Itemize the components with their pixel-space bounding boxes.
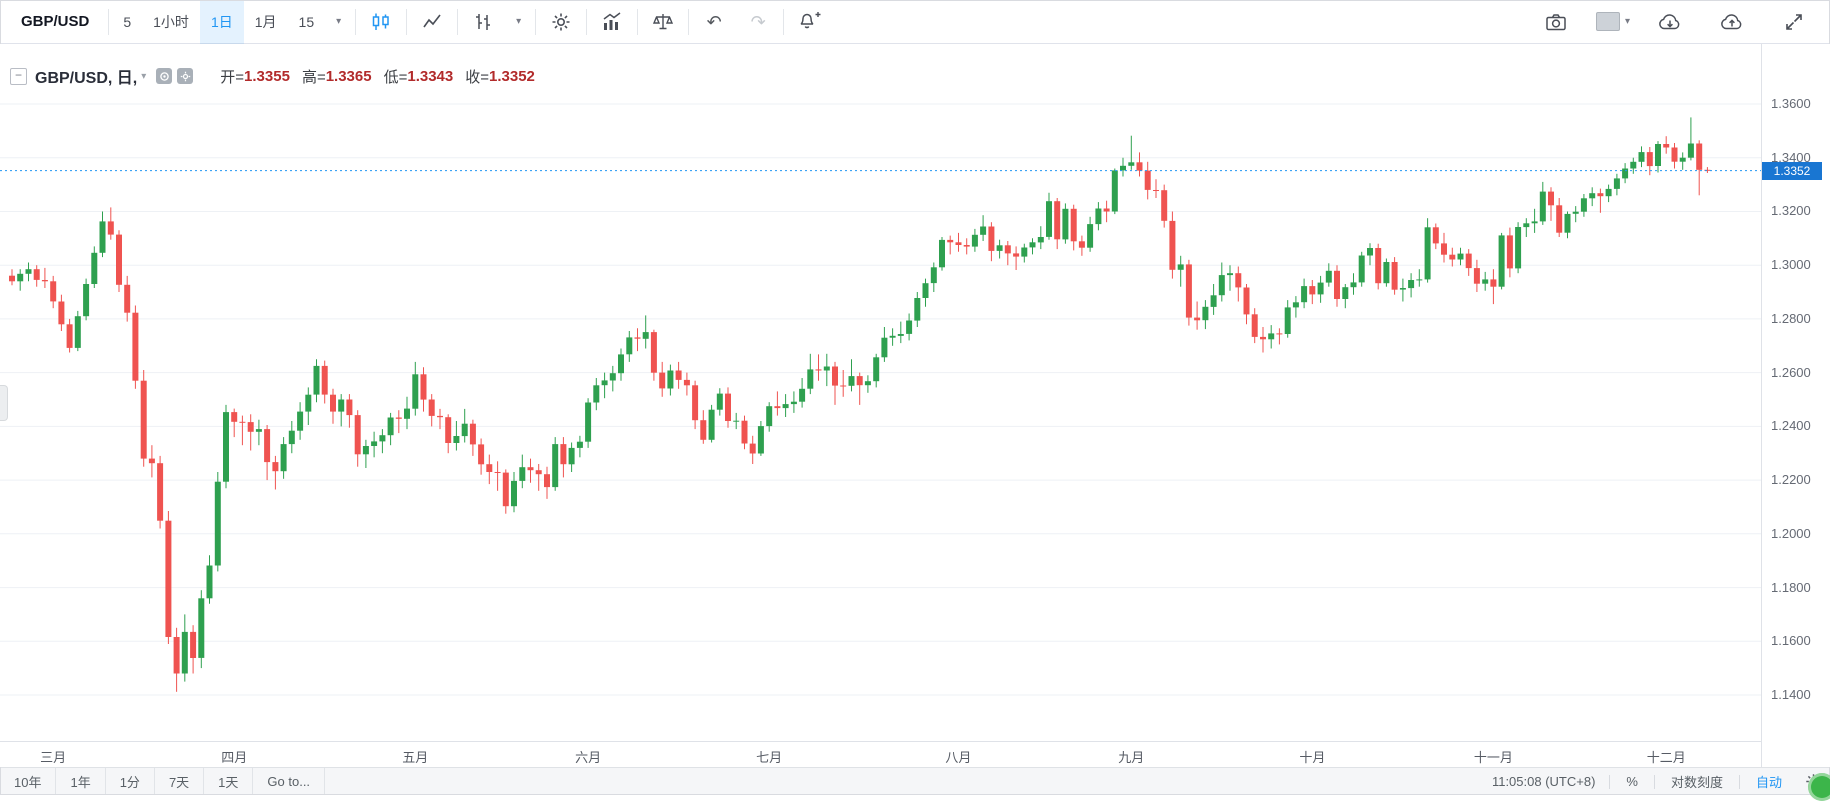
symbol-button[interactable]: GBP/USD bbox=[10, 0, 105, 44]
cloud-load-icon[interactable] bbox=[1648, 0, 1692, 44]
range-1y-button[interactable]: 1年 bbox=[56, 768, 106, 795]
ohlc-close-label: 收= bbox=[465, 68, 490, 86]
layout-caret-icon: ▾ bbox=[1624, 16, 1630, 27]
separator bbox=[535, 8, 537, 35]
separator bbox=[637, 8, 639, 35]
legend-caret-icon[interactable]: ▾ bbox=[141, 70, 147, 82]
separator bbox=[355, 8, 357, 35]
legend-settings-icon[interactable] bbox=[177, 68, 194, 84]
price-axis-label: 1.3400 bbox=[1771, 149, 1811, 165]
separator bbox=[108, 8, 110, 35]
bottom-toolbar: 10年 1年 1分 7天 1天 Go to... 11:05:08 (UTC+8… bbox=[0, 767, 1830, 795]
range-1min-button[interactable]: 1分 bbox=[106, 768, 155, 795]
symbol-label: GBP/USD bbox=[21, 13, 90, 30]
chart-style-caret-icon[interactable]: ▾ bbox=[516, 16, 522, 27]
last-price-tag: 1.3352 bbox=[1762, 161, 1822, 180]
time-axis-label: 三月 bbox=[40, 750, 67, 765]
undo-arrow-glyph: ↶ bbox=[706, 11, 722, 32]
time-axis-label: 十一月 bbox=[1473, 750, 1513, 765]
cloud-save-icon[interactable] bbox=[1710, 0, 1754, 44]
price-axis-label: 1.2000 bbox=[1771, 525, 1811, 541]
toolbar-right-group: ▾ bbox=[1516, 0, 1830, 44]
separator bbox=[406, 8, 408, 35]
separator bbox=[457, 8, 459, 35]
ohlc-high-value: 1.3365 bbox=[325, 67, 372, 85]
price-axis-label: 1.2400 bbox=[1771, 418, 1811, 434]
separator bbox=[586, 8, 588, 35]
log-scale-button[interactable]: 对数刻度 bbox=[1670, 775, 1723, 790]
time-axis-label: 五月 bbox=[402, 750, 429, 765]
interval-15-button[interactable]: 15 bbox=[298, 13, 315, 30]
time-axis-label: 四月 bbox=[221, 750, 248, 765]
drawing-toolbar-toggle[interactable] bbox=[0, 385, 8, 421]
interval-dropdown-caret-icon[interactable]: ▾ bbox=[336, 16, 342, 27]
alert-bell-icon[interactable] bbox=[787, 0, 831, 44]
price-axis-label: 1.3600 bbox=[1771, 96, 1811, 111]
time-axis-label: 七月 bbox=[756, 750, 783, 765]
legend-ohlc: 开= 1.3355 高= 1.3365 低= 1.3343 收= 1.3352 bbox=[208, 66, 535, 87]
interval-1month-button[interactable]: 1月 bbox=[254, 13, 277, 30]
grid-lines bbox=[0, 103, 1761, 696]
time-axis-label: 十二月 bbox=[1646, 750, 1686, 765]
ohlc-high-label: 高= bbox=[301, 68, 326, 86]
ohlc-low-label: 低= bbox=[383, 68, 408, 86]
interval-1d-button[interactable]: 1日 bbox=[199, 0, 244, 44]
legend-eye-icon[interactable] bbox=[156, 68, 173, 84]
chart-style-candles-icon[interactable] bbox=[359, 0, 403, 44]
ohlc-low-value: 1.3343 bbox=[407, 67, 454, 85]
redo-arrow-glyph: ↷ bbox=[750, 11, 766, 32]
legend-collapse-icon[interactable]: − bbox=[10, 67, 27, 85]
ohlc-open-label: 开= bbox=[220, 68, 245, 86]
candlestick-series bbox=[9, 117, 1711, 692]
chart-style-line-icon[interactable] bbox=[410, 0, 454, 44]
indicators-icon[interactable] bbox=[590, 0, 634, 44]
time-axis[interactable]: 三月 四月 五月 六月 七月 八月 九月 十月 十一月 十二月 bbox=[0, 741, 1761, 767]
price-axis-label: 1.2200 bbox=[1771, 472, 1811, 488]
price-axis-label: 1.2600 bbox=[1771, 364, 1811, 380]
legend-title[interactable]: GBP/USD, 日, bbox=[35, 70, 138, 87]
floating-logo-icon[interactable] bbox=[1808, 773, 1830, 801]
separator bbox=[1609, 774, 1611, 789]
time-axis-label: 六月 bbox=[575, 750, 602, 765]
price-axis-label: 1.2800 bbox=[1771, 310, 1811, 326]
price-pane[interactable] bbox=[0, 44, 1761, 741]
price-axis[interactable]: 1.3352 1.3600 1.3400 1.3200 1.3000 1.2800 1.2… bbox=[1761, 44, 1830, 767]
ohlc-close-value: 1.3352 bbox=[489, 67, 535, 85]
compare-scales-icon[interactable] bbox=[641, 0, 685, 44]
legend: − GBP/USD, 日, ▾ 开= 1.3355 高= 1.3365 低= 1.33… bbox=[10, 64, 535, 88]
price-axis-label: 1.3200 bbox=[1771, 203, 1811, 219]
separator bbox=[1738, 774, 1740, 789]
undo-icon[interactable]: ↶ bbox=[692, 0, 736, 44]
range-10y-button[interactable]: 10年 bbox=[0, 768, 57, 795]
separator bbox=[688, 8, 690, 35]
price-axis-label: 1.1600 bbox=[1771, 633, 1811, 649]
separator bbox=[783, 8, 785, 35]
redo-icon[interactable]: ↷ bbox=[736, 0, 780, 44]
interval-5-button[interactable]: 5 bbox=[123, 13, 132, 30]
range-7d-button[interactable]: 7天 bbox=[155, 768, 205, 795]
percent-scale-button[interactable]: % bbox=[1626, 774, 1638, 789]
top-toolbar: GBP/USD 5 1小时 1日 1月 15 ▾ ▾ bbox=[0, 0, 1830, 44]
price-axis-label: 1.3000 bbox=[1771, 257, 1811, 273]
ohlc-open-value: 1.3355 bbox=[244, 67, 290, 85]
fullscreen-icon[interactable] bbox=[1772, 0, 1816, 44]
layout-pane-icon bbox=[1595, 12, 1620, 31]
time-axis-label: 九月 bbox=[1118, 750, 1145, 765]
chart-style-bars-icon[interactable] bbox=[461, 0, 505, 44]
chart-area: − GBP/USD, 日, ▾ 开= 1.3355 高= 1.3365 低= 1.33… bbox=[0, 44, 1830, 767]
layout-selector-button[interactable]: ▾ bbox=[1595, 12, 1630, 31]
interval-1h-button[interactable]: 1小时 bbox=[153, 13, 189, 30]
auto-scale-button[interactable]: 自动 bbox=[1755, 775, 1782, 790]
price-axis-label: 1.1800 bbox=[1771, 579, 1811, 595]
price-axis-label: 1.1400 bbox=[1771, 687, 1811, 702]
time-axis-label: 十月 bbox=[1299, 750, 1326, 765]
range-1d-button[interactable]: 1天 bbox=[204, 768, 254, 795]
clock-label[interactable]: 11:05:08 (UTC+8) bbox=[1491, 774, 1596, 789]
time-axis-label: 八月 bbox=[945, 750, 972, 765]
separator bbox=[1653, 774, 1655, 789]
chart-settings-gear-icon[interactable] bbox=[539, 0, 583, 44]
screenshot-camera-icon[interactable] bbox=[1534, 0, 1578, 44]
goto-date-button[interactable]: Go to... bbox=[253, 768, 326, 795]
